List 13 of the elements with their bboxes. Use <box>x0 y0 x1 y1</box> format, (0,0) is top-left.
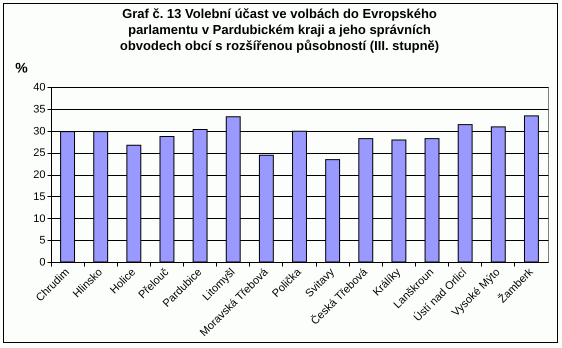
y-tick-label: 0 <box>39 256 46 268</box>
y-axis-title: % <box>15 60 28 76</box>
y-tick-label: 10 <box>33 212 46 225</box>
y-tick-label: 25 <box>33 147 46 160</box>
y-tick-label: 40 <box>33 82 46 94</box>
y-tick-label: 20 <box>33 169 46 181</box>
y-tick-label: 15 <box>33 190 46 203</box>
text: obvodech obcí s rozšířenou působností (III. stupně) <box>120 38 440 53</box>
y-tick-label: 35 <box>33 103 46 116</box>
text: Graf č. 13 Volební účast ve volbách do Evropského <box>122 6 437 21</box>
y-tick-label: 30 <box>33 125 46 138</box>
text: parlamentu v Pardubickém kraji a jeho správních <box>128 22 431 37</box>
y-tick-label: 5 <box>39 234 46 247</box>
